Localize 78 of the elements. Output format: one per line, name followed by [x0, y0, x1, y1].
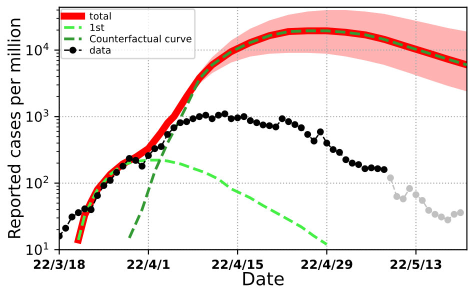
point [240, 113, 248, 120]
x-tick-label: 22/3/18 [34, 260, 85, 270]
point [304, 130, 312, 138]
legend-label: data [90, 46, 110, 54]
point [74, 209, 82, 216]
point [316, 128, 324, 136]
point [253, 119, 260, 126]
point [285, 118, 292, 126]
point [362, 165, 368, 172]
point [132, 156, 140, 164]
point [228, 115, 235, 122]
y-tick-label: 10$^{1}$ [26, 242, 48, 256]
point [438, 214, 445, 220]
point [323, 140, 330, 147]
point [266, 122, 273, 130]
x-tick-label: 22/4/1 [127, 260, 170, 270]
y-tick-label: 10$^{2}$ [26, 176, 48, 189]
point [278, 115, 286, 122]
point [425, 206, 432, 214]
point [355, 161, 362, 168]
point [291, 121, 298, 128]
point [119, 162, 126, 170]
point [393, 193, 400, 200]
point [234, 114, 242, 122]
point [88, 206, 95, 214]
point [170, 124, 178, 132]
legend-label: 1st [90, 24, 104, 32]
point [113, 168, 120, 176]
legend-label: total [90, 12, 111, 20]
point [444, 216, 452, 224]
point [196, 113, 203, 120]
y-tick-label: 10$^{3}$ [26, 109, 48, 122]
y-axis-title: Reported cases per million [8, 18, 24, 238]
point [272, 123, 280, 130]
point [176, 119, 184, 126]
point [310, 138, 318, 144]
x-tick-label: 22/4/29 [301, 260, 352, 270]
x-tick-label: 22/4/15 [212, 260, 264, 270]
point [298, 124, 305, 132]
point [164, 130, 171, 138]
point [126, 154, 133, 162]
x-axis-title: Date [243, 272, 284, 286]
point [412, 191, 420, 198]
point [457, 209, 464, 216]
point [144, 152, 152, 160]
point [94, 192, 101, 200]
point [202, 112, 210, 119]
point [260, 121, 267, 128]
point [138, 162, 146, 170]
point [368, 164, 375, 172]
point [380, 166, 388, 174]
point [342, 156, 350, 164]
point [62, 224, 70, 232]
legend-label: Counterfactual curve [90, 34, 192, 42]
point [68, 214, 76, 220]
point [158, 143, 165, 150]
point [221, 110, 228, 118]
point [432, 210, 439, 218]
point [386, 174, 394, 182]
point [246, 117, 254, 124]
point [81, 205, 88, 212]
point [208, 115, 216, 122]
x-tick-label: 22/5/13 [390, 260, 442, 270]
point [106, 176, 114, 184]
point [100, 182, 108, 190]
y-tick-label: 10$^{4}$ [26, 42, 49, 56]
point [215, 112, 222, 119]
point [418, 196, 426, 204]
point [330, 146, 337, 154]
point [151, 145, 158, 152]
point [374, 165, 382, 172]
point [183, 118, 190, 126]
point [190, 115, 196, 122]
point [348, 160, 356, 167]
point [406, 185, 414, 192]
point [336, 148, 343, 156]
point [400, 195, 407, 202]
point [450, 210, 458, 218]
